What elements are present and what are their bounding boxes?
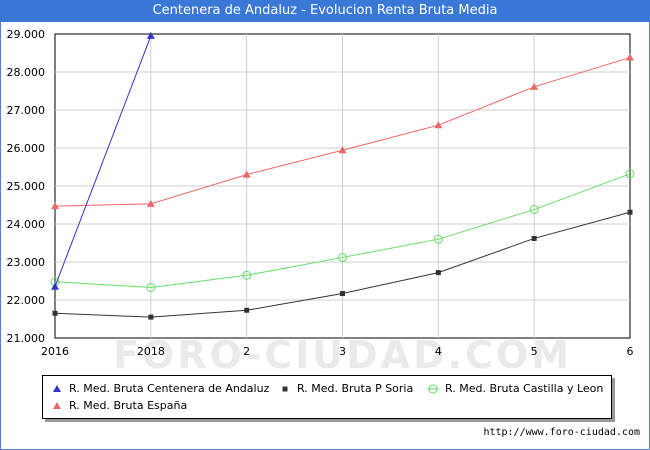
x-tick-label: 6 xyxy=(627,345,634,358)
legend-label: R. Med. Bruta Castilla y Leon xyxy=(445,382,603,396)
data-point xyxy=(148,315,153,320)
legend-label: R. Med. Bruta P Soria xyxy=(297,382,413,396)
x-tick-label: 5 xyxy=(531,345,538,358)
x-tick-label: 2 xyxy=(243,345,250,358)
legend-marker xyxy=(283,387,288,392)
chart-legend: R. Med. Bruta Centenera de Andaluz R. Med… xyxy=(42,375,612,419)
legend-marker xyxy=(53,402,61,409)
data-point xyxy=(340,291,345,296)
data-point xyxy=(626,54,634,61)
x-tick-label: 4 xyxy=(435,345,442,358)
y-tick-label: 24.000 xyxy=(7,218,46,231)
x-tick-label: 3 xyxy=(339,345,346,358)
site-url: http://www.foro-ciudad.com xyxy=(483,427,640,438)
data-point xyxy=(147,32,155,39)
legend-marker-icon xyxy=(279,384,291,394)
y-tick-label: 29.000 xyxy=(7,28,46,41)
data-point xyxy=(434,121,442,128)
y-tick-label: 28.000 xyxy=(7,66,46,79)
legend-label: R. Med. Bruta España xyxy=(69,399,187,413)
data-point xyxy=(628,210,633,215)
legend-marker xyxy=(53,385,61,392)
y-tick-label: 25.000 xyxy=(7,180,46,193)
legend-marker-icon xyxy=(51,384,63,394)
data-point xyxy=(532,236,537,241)
data-point xyxy=(436,270,441,275)
y-tick-label: 26.000 xyxy=(7,142,46,155)
series-line xyxy=(55,36,151,287)
y-tick-label: 27.000 xyxy=(7,104,46,117)
data-point xyxy=(244,308,249,313)
data-point xyxy=(53,311,58,316)
legend-marker-icon xyxy=(427,384,439,394)
legend-label: R. Med. Bruta Centenera de Andaluz xyxy=(69,382,269,396)
y-tick-label: 23.000 xyxy=(7,256,46,269)
data-point xyxy=(51,283,59,290)
y-tick-label: 22.000 xyxy=(7,294,46,307)
y-tick-label: 21.000 xyxy=(7,332,46,345)
x-tick-label: 2018 xyxy=(137,345,165,358)
x-tick-label: 2016 xyxy=(41,345,69,358)
legend-marker-icon xyxy=(51,401,63,411)
